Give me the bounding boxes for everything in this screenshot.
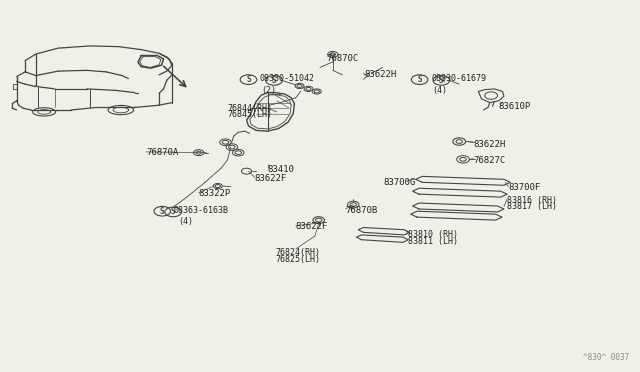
Text: 83622F: 83622F bbox=[296, 222, 328, 231]
Text: 08363-6163B: 08363-6163B bbox=[173, 206, 228, 215]
Text: (2): (2) bbox=[261, 86, 276, 95]
Text: S: S bbox=[171, 208, 175, 217]
Text: 08330-61679: 08330-61679 bbox=[431, 74, 486, 83]
Text: (4): (4) bbox=[433, 86, 447, 95]
Text: 83700G: 83700G bbox=[384, 178, 416, 187]
Text: (4): (4) bbox=[178, 217, 193, 226]
Text: 76870A: 76870A bbox=[147, 148, 179, 157]
Text: 83622H: 83622H bbox=[473, 140, 506, 149]
Text: S: S bbox=[272, 76, 276, 85]
Text: 76825(LH): 76825(LH) bbox=[275, 255, 320, 264]
Text: 76824(RH): 76824(RH) bbox=[275, 248, 320, 257]
Text: 83816 (RH): 83816 (RH) bbox=[507, 196, 557, 205]
Text: 83622F: 83622F bbox=[255, 174, 287, 183]
Text: 08330-51042: 08330-51042 bbox=[260, 74, 315, 83]
Text: 83817 (LH): 83817 (LH) bbox=[507, 202, 557, 211]
Text: S: S bbox=[417, 75, 422, 84]
Text: 83622H: 83622H bbox=[365, 70, 397, 79]
Text: 76827C: 76827C bbox=[473, 155, 506, 164]
Text: 83811 (LH): 83811 (LH) bbox=[408, 237, 458, 246]
Text: 83610P: 83610P bbox=[499, 102, 531, 111]
Text: S: S bbox=[439, 76, 444, 85]
Text: 83322P: 83322P bbox=[198, 189, 231, 198]
Text: 76870B: 76870B bbox=[346, 206, 378, 215]
Text: 83810 (RH): 83810 (RH) bbox=[408, 230, 458, 240]
Text: 76870C: 76870C bbox=[326, 54, 358, 62]
Text: 76845(LH): 76845(LH) bbox=[227, 110, 273, 119]
Text: 83700F: 83700F bbox=[508, 183, 541, 192]
Text: 83410: 83410 bbox=[268, 165, 294, 174]
Text: 76844(RH): 76844(RH) bbox=[227, 104, 273, 113]
Text: S: S bbox=[160, 207, 164, 216]
Text: ^830^ 0037: ^830^ 0037 bbox=[584, 353, 630, 362]
Text: S: S bbox=[246, 75, 251, 84]
